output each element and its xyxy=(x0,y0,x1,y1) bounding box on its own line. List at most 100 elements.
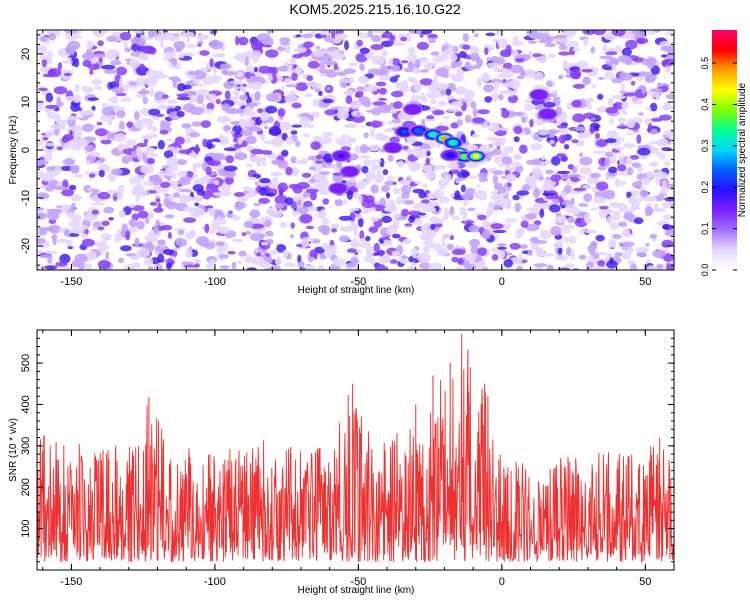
heatmap-speckle xyxy=(232,215,240,221)
heatmap-speckle xyxy=(332,257,345,267)
heatmap-speckle xyxy=(312,48,325,57)
heatmap-speckle xyxy=(239,85,245,91)
heatmap-speckle xyxy=(67,232,80,237)
heatmap-speckle xyxy=(336,109,349,120)
heatmap-speckle xyxy=(486,209,494,216)
heatmap-speckle xyxy=(497,243,507,247)
heatmap-speckle xyxy=(185,136,191,144)
heatmap-speckle xyxy=(604,71,615,80)
heatmap-speckle xyxy=(567,40,579,49)
heatmap-speckle xyxy=(145,217,150,224)
heatmap-speckle xyxy=(617,164,627,172)
heatmap-feature xyxy=(331,149,352,162)
heatmap-speckle xyxy=(147,266,154,270)
heatmap-speckle xyxy=(343,123,358,129)
heatmap-speckle xyxy=(484,47,489,56)
heatmap-speckle xyxy=(68,35,83,39)
heatmap-speckle xyxy=(411,162,423,166)
heatmap-speckle xyxy=(612,94,626,100)
heatmap-speckle xyxy=(470,52,480,62)
heatmap-speckle xyxy=(528,40,538,44)
heatmap-speckle xyxy=(44,30,58,34)
spectrogram-y-label: Frequency (Hz) xyxy=(8,116,19,185)
heatmap-speckle xyxy=(322,153,334,164)
heatmap-speckle xyxy=(375,81,387,87)
heatmap-speckle xyxy=(370,128,375,138)
heatmap-speckle xyxy=(498,249,506,259)
heatmap-speckle xyxy=(513,88,518,94)
heatmap-speckle xyxy=(371,120,383,128)
heatmap-speckle xyxy=(323,60,338,65)
heatmap-speckle xyxy=(190,207,205,218)
heatmap-speckle xyxy=(160,32,174,41)
heatmap-speckle xyxy=(426,115,435,120)
heatmap-speckle xyxy=(437,100,447,107)
heatmap-speckle xyxy=(430,223,436,230)
heatmap-speckle xyxy=(366,173,375,179)
heatmap-speckle xyxy=(525,223,540,232)
heatmap-speckle xyxy=(358,75,369,84)
heatmap-speckle xyxy=(563,30,577,35)
heatmap-speckle xyxy=(477,172,488,179)
heatmap-speckle xyxy=(626,167,634,176)
y-tick-label: 100 xyxy=(20,519,32,537)
heatmap-speckle xyxy=(626,118,636,129)
heatmap-speckle xyxy=(440,89,446,96)
heatmap-speckle xyxy=(423,229,437,239)
heatmap-speckle xyxy=(655,92,660,102)
heatmap-speckle xyxy=(50,123,65,130)
heatmap-speckle xyxy=(124,47,132,53)
heatmap-speckle xyxy=(538,176,544,181)
heatmap-speckle xyxy=(562,59,567,68)
heatmap-speckle xyxy=(340,34,345,40)
heatmap-speckle xyxy=(353,228,358,237)
heatmap-speckle xyxy=(599,55,612,60)
heatmap-speckle xyxy=(379,197,387,206)
heatmap-speckle xyxy=(566,102,573,111)
heatmap-speckle xyxy=(476,77,483,88)
heatmap-speckle xyxy=(116,110,126,119)
heatmap-speckle xyxy=(604,138,617,144)
heatmap-speckle xyxy=(115,66,127,76)
heatmap-speckle xyxy=(660,186,669,195)
heatmap-speckle xyxy=(250,156,263,163)
heatmap-speckle xyxy=(655,178,661,186)
heatmap-speckle xyxy=(564,184,572,194)
heatmap-speckle xyxy=(53,128,60,136)
heatmap-speckle xyxy=(156,104,168,110)
heatmap-speckle xyxy=(579,228,585,235)
heatmap-speckle xyxy=(371,34,382,43)
heatmap-speckle xyxy=(207,207,216,214)
heatmap-speckle xyxy=(363,132,369,139)
heatmap-speckle xyxy=(435,67,449,77)
heatmap-speckle xyxy=(157,253,165,263)
heatmap-speckle xyxy=(596,106,609,113)
heatmap-speckle xyxy=(245,230,252,235)
heatmap-speckle xyxy=(209,229,216,235)
heatmap-speckle xyxy=(632,181,643,189)
heatmap-speckle xyxy=(325,249,338,255)
heatmap-speckle xyxy=(481,123,489,129)
heatmap-speckle xyxy=(250,148,264,155)
heatmap-speckle xyxy=(630,80,636,86)
heatmap-speckle xyxy=(153,224,159,235)
heatmap-speckle xyxy=(136,220,145,230)
heatmap-speckle xyxy=(608,166,618,174)
heatmap-speckle xyxy=(464,61,471,70)
heatmap-speckle xyxy=(577,132,588,139)
heatmap-speckle xyxy=(533,263,548,267)
heatmap-speckle xyxy=(370,184,379,194)
heatmap-speckle xyxy=(142,118,150,123)
heatmap-speckle xyxy=(434,165,447,170)
heatmap-speckle xyxy=(54,166,61,175)
heatmap-speckle xyxy=(487,201,495,210)
heatmap-speckle xyxy=(612,233,622,240)
heatmap-speckle xyxy=(501,109,510,119)
heatmap-speckle xyxy=(320,208,327,219)
heatmap-speckle xyxy=(625,157,633,166)
heatmap-speckle xyxy=(422,184,428,188)
heatmap-speckle xyxy=(65,44,76,55)
heatmap-speckle xyxy=(84,151,90,155)
heatmap-speckle xyxy=(365,246,375,256)
heatmap-speckle xyxy=(477,214,487,221)
